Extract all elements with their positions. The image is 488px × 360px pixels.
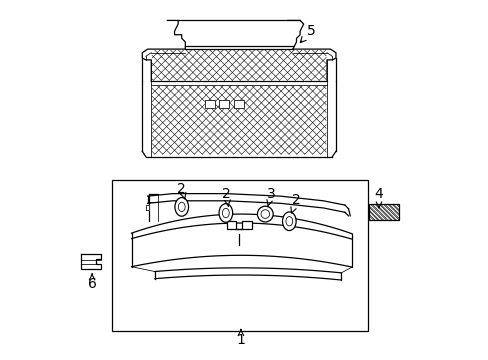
Bar [233,100,244,108]
Ellipse shape [257,206,273,222]
Ellipse shape [219,204,232,222]
Text: 4: 4 [374,187,383,208]
Polygon shape [152,86,325,154]
Text: 1: 1 [236,330,245,347]
Polygon shape [226,221,251,229]
Bar [204,100,215,108]
Bar [112,180,367,330]
Ellipse shape [175,198,188,216]
Text: 3: 3 [266,186,275,206]
Text: 2: 2 [177,182,186,199]
Text: 2: 2 [222,186,230,206]
Text: 5: 5 [300,24,315,42]
Text: 2: 2 [290,193,300,213]
Polygon shape [152,50,325,80]
Polygon shape [145,205,149,211]
Ellipse shape [282,212,296,230]
Bar [368,204,399,220]
Text: 6: 6 [87,274,96,291]
Bar [219,100,229,108]
